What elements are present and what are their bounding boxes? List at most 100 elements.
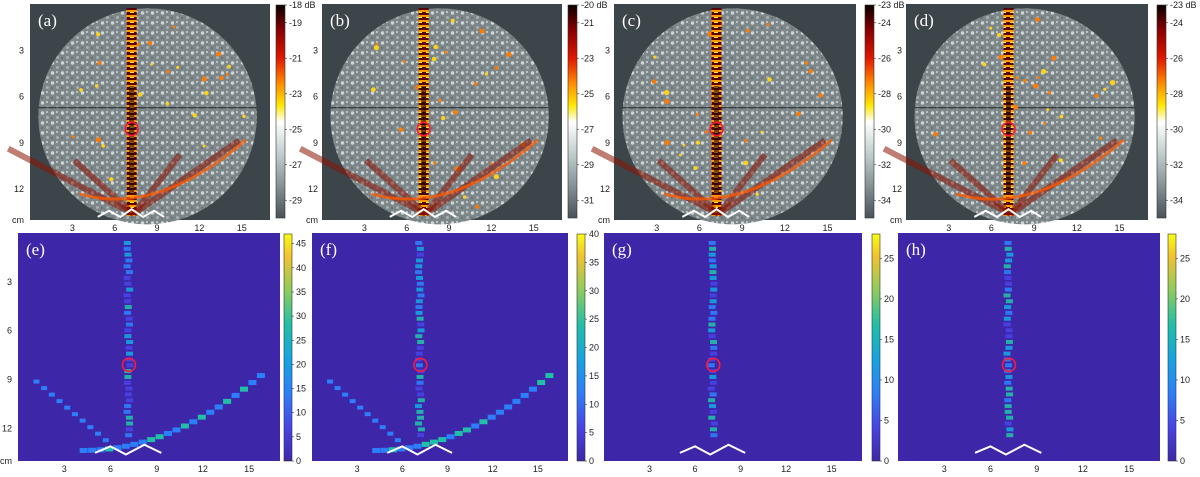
- intensity-blob: [708, 415, 716, 420]
- speckle-disc: [330, 8, 549, 225]
- intensity-blob: [710, 287, 718, 292]
- intensity-blob: [416, 409, 424, 414]
- x-tick-label: 6: [404, 223, 409, 233]
- colorbar-tick-label: -21: [289, 53, 302, 63]
- y-tick-label: 9: [19, 138, 24, 148]
- hot-speckle: [398, 127, 404, 132]
- colorbar-tick-label: 20: [589, 343, 599, 353]
- x-tick-label: 6: [400, 464, 405, 474]
- colorbar-tick-label: 0: [589, 456, 594, 466]
- colorbar-tick-label: -29: [581, 160, 594, 170]
- y-tick-label: 12: [600, 184, 610, 194]
- speckle-disc: [38, 8, 257, 225]
- x-tick-label: 15: [827, 464, 837, 474]
- colorbar-tick-label: 15: [1180, 334, 1190, 344]
- arc-blob: [512, 398, 521, 404]
- intensity-blob: [416, 415, 424, 420]
- fan-artifact: [590, 145, 720, 217]
- intensity-blob: [709, 380, 717, 385]
- x-tick-label: 9: [445, 464, 450, 474]
- intensity-blob: [708, 305, 716, 310]
- hot-speckle: [165, 69, 170, 74]
- x-tick-label: 3: [647, 464, 652, 474]
- x-tick-label: 12: [780, 223, 790, 233]
- hot-speckle: [707, 31, 713, 37]
- fan-artifact: [423, 137, 533, 217]
- intensity-blob: [124, 374, 132, 379]
- hot-speckle: [172, 25, 176, 29]
- colorbar-h: 0 5 10 15 20 25: [1167, 233, 1190, 466]
- x-tick-label: 15: [823, 223, 833, 233]
- colorbar-tick-label: 5: [589, 428, 594, 438]
- y-tick-label: 3: [605, 45, 610, 55]
- hot-speckle: [79, 88, 83, 92]
- colorbar-tick-label: -25: [581, 89, 594, 99]
- colorbar-tick-label: 40: [589, 229, 599, 239]
- intensity-blob: [709, 409, 717, 414]
- intensity-blob: [1005, 363, 1013, 368]
- arc-blob: [421, 441, 430, 447]
- panel-f: (f) 3 6 9 12 15 0 5 10 15 20 25 30 35 40: [312, 229, 599, 474]
- target-circle: [413, 357, 428, 373]
- x-tick-label: 3: [70, 223, 75, 233]
- plot-background: [18, 233, 280, 461]
- colorbar-a: -18 dB -19 -21 -23 -25 -27 -29: [275, 0, 316, 219]
- arc-blob: [520, 392, 529, 398]
- arc-blob: [413, 443, 422, 449]
- hot-speckle: [462, 195, 467, 199]
- speckle-disc: [622, 8, 843, 225]
- hot-speckle: [996, 32, 1002, 38]
- intensity-blob: [1005, 328, 1013, 333]
- skull-arc: [78, 138, 247, 201]
- x-tick-label: 6: [697, 223, 702, 233]
- hot-speckle: [433, 44, 438, 50]
- hot-speckle: [695, 112, 699, 117]
- x-tick-label: 9: [447, 223, 452, 233]
- intensity-blob: [1004, 421, 1012, 426]
- intensity-blob: [709, 264, 717, 269]
- plot-background: [312, 233, 568, 461]
- hot-speckle: [490, 162, 493, 165]
- colorbar-tick-label: 35: [589, 257, 599, 267]
- hot-speckle: [101, 144, 106, 148]
- intensity-blob: [123, 380, 131, 385]
- hot-speckle: [755, 192, 759, 196]
- arc-blob: [155, 434, 164, 440]
- intensity-blob: [708, 252, 716, 257]
- fan-artifact: [72, 158, 136, 217]
- fan-artifact: [6, 145, 136, 217]
- arc-blob: [545, 373, 554, 379]
- colorbar-d: -23 dB -24 -26 -28 -30 -32 -34: [1156, 0, 1197, 219]
- intensity-blob: [417, 322, 425, 327]
- intensity-blob: [416, 287, 424, 292]
- colorbar-tick-label: 5: [884, 415, 889, 425]
- x-tick-label: 6: [989, 223, 994, 233]
- intensity-blob: [417, 340, 425, 344]
- hot-speckle: [375, 42, 379, 46]
- target-circle: [416, 121, 431, 137]
- target-circle: [121, 357, 137, 373]
- hot-speckle: [95, 137, 102, 143]
- arc-blob: [121, 443, 130, 449]
- intensity-blob: [124, 299, 132, 304]
- intensity-blob: [415, 334, 423, 339]
- arc-blob: [479, 419, 488, 425]
- x-tick-label: 9: [738, 464, 743, 474]
- hot-column-core: [421, 86, 427, 195]
- intensity-blob: [1006, 415, 1014, 420]
- unit-label: cm: [890, 215, 902, 225]
- hot-speckle: [216, 51, 222, 57]
- intensity-blob: [415, 264, 423, 269]
- intensity-blob: [416, 380, 424, 385]
- intensity-blob: [126, 421, 134, 426]
- hot-speckle: [767, 77, 772, 82]
- hot-speckle: [204, 90, 209, 96]
- arc-blob: [164, 430, 173, 436]
- colorbar-b: -20 dB -21 -23 -25 -27 -29 -31: [567, 0, 608, 219]
- intensity-blob: [1003, 357, 1011, 362]
- unit-label: cm: [12, 215, 24, 225]
- panel-label: (e): [26, 240, 45, 259]
- hot-speckle: [653, 55, 657, 59]
- colorbar-gradient: [864, 4, 875, 219]
